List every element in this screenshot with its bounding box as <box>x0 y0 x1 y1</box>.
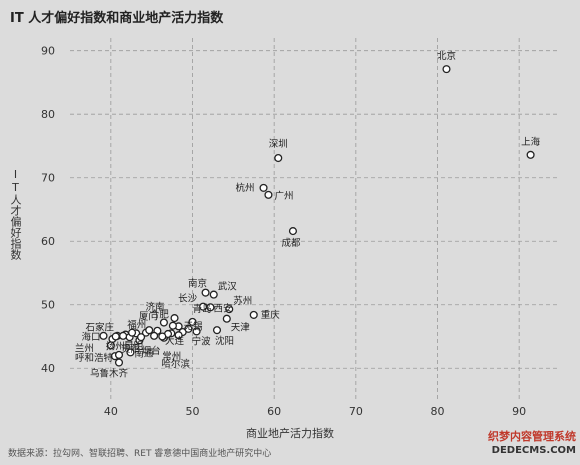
data-point <box>174 331 183 340</box>
point-label: 南京 <box>188 278 207 290</box>
data-point <box>126 348 135 357</box>
grid-lines <box>70 38 560 400</box>
point-label: 长沙 <box>178 293 198 305</box>
data-point <box>259 183 268 192</box>
point-label: 福州 <box>127 319 146 331</box>
data-point <box>264 190 273 199</box>
y-tick-label: 50 <box>41 299 55 312</box>
x-tick-label: 40 <box>104 405 118 418</box>
point-label: 杭州 <box>236 182 255 194</box>
data-points <box>99 65 535 367</box>
point-label: 上海 <box>521 136 541 148</box>
data-point <box>119 331 128 340</box>
point-label: 成都 <box>281 237 301 249</box>
point-label: 西安 <box>213 302 232 314</box>
watermark-url: DEDECMS.COM <box>491 445 576 456</box>
data-point <box>137 333 146 342</box>
y-tick-label: 80 <box>41 108 55 121</box>
data-point <box>274 153 283 163</box>
data-point <box>111 332 120 341</box>
y-tick-label: 60 <box>41 235 55 248</box>
point-label: 无锡 <box>184 320 203 332</box>
data-point <box>225 305 234 314</box>
axis-ticks: 40 50 60 70 80 90 40 50 60 70 80 90 <box>41 45 526 418</box>
point-label: 烟台 <box>142 345 161 357</box>
point-label: 合肥 <box>150 309 170 321</box>
point-label: 大连 <box>165 335 185 347</box>
y-tick-label: 70 <box>41 172 55 185</box>
point-label: 苏州 <box>233 295 252 307</box>
point-label: 呼和浩特 <box>75 352 114 364</box>
data-point <box>150 331 159 340</box>
point-label: 厦门 <box>139 311 158 323</box>
x-tick-label: 90 <box>512 405 526 418</box>
point-label: 石家庄 <box>86 322 115 334</box>
point-label: 沈阳 <box>215 335 234 347</box>
point-label: 南通 <box>134 347 154 359</box>
y-tick-label: 40 <box>41 362 55 375</box>
data-point <box>158 332 167 341</box>
watermark: 织梦内容管理系统 DEDECMS.COM <box>461 430 576 458</box>
watermark-text: 织梦内容管理系统 <box>488 430 576 443</box>
data-point <box>222 314 231 323</box>
data-point <box>206 303 215 312</box>
point-label: 重庆 <box>261 309 281 321</box>
data-point <box>170 314 179 323</box>
data-point <box>159 318 168 327</box>
point-label: 济南 <box>146 301 165 313</box>
data-point <box>288 227 298 236</box>
point-label: 武汉 <box>218 281 238 293</box>
point-label: 贵阳 <box>121 343 140 355</box>
point-label: 北京 <box>437 50 456 62</box>
point-label: 天津 <box>231 323 251 334</box>
data-point <box>212 326 222 335</box>
data-point <box>128 328 137 337</box>
data-point <box>188 317 197 326</box>
point-label: 青岛 <box>193 303 212 315</box>
data-point <box>145 326 154 335</box>
data-point <box>249 310 258 319</box>
y-axis-label: IT人才偏好指数 <box>9 168 22 260</box>
x-axis-label: 商业地产活力指数 <box>246 427 334 440</box>
x-tick-label: 80 <box>431 405 445 418</box>
data-point <box>99 331 108 340</box>
chart-title: IT 人才偏好指数和商业地产活力指数 <box>10 11 224 26</box>
data-point <box>201 288 210 297</box>
x-tick-label: 50 <box>186 405 200 418</box>
point-label: 海口 <box>81 331 100 343</box>
data-point <box>209 290 218 299</box>
point-label: 常州 <box>162 350 181 362</box>
point-label: 深圳 <box>269 139 288 150</box>
x-tick-label: 70 <box>349 405 363 418</box>
y-tick-label: 90 <box>41 45 55 58</box>
data-point-unlabeled <box>184 324 193 333</box>
point-label: 扬州 <box>106 340 125 352</box>
point-label: 宁波 <box>192 335 212 347</box>
data-point <box>192 327 201 336</box>
data-point <box>106 341 115 350</box>
point-label: 昆明 <box>124 341 143 352</box>
data-point <box>114 358 124 367</box>
data-point <box>526 150 535 159</box>
data-point <box>114 350 124 359</box>
point-label: 哈尔滨 <box>161 358 190 370</box>
data-point <box>168 321 177 330</box>
point-label: 乌鲁木齐 <box>90 368 129 380</box>
data-point <box>442 65 451 74</box>
x-tick-label: 60 <box>267 405 281 418</box>
source-note: 数据来源：拉勾网、智联招聘、RET 睿意德中国商业地产研究中心 <box>8 449 272 459</box>
point-label: 兰州 <box>75 342 94 354</box>
point-label: 广州 <box>274 190 293 202</box>
